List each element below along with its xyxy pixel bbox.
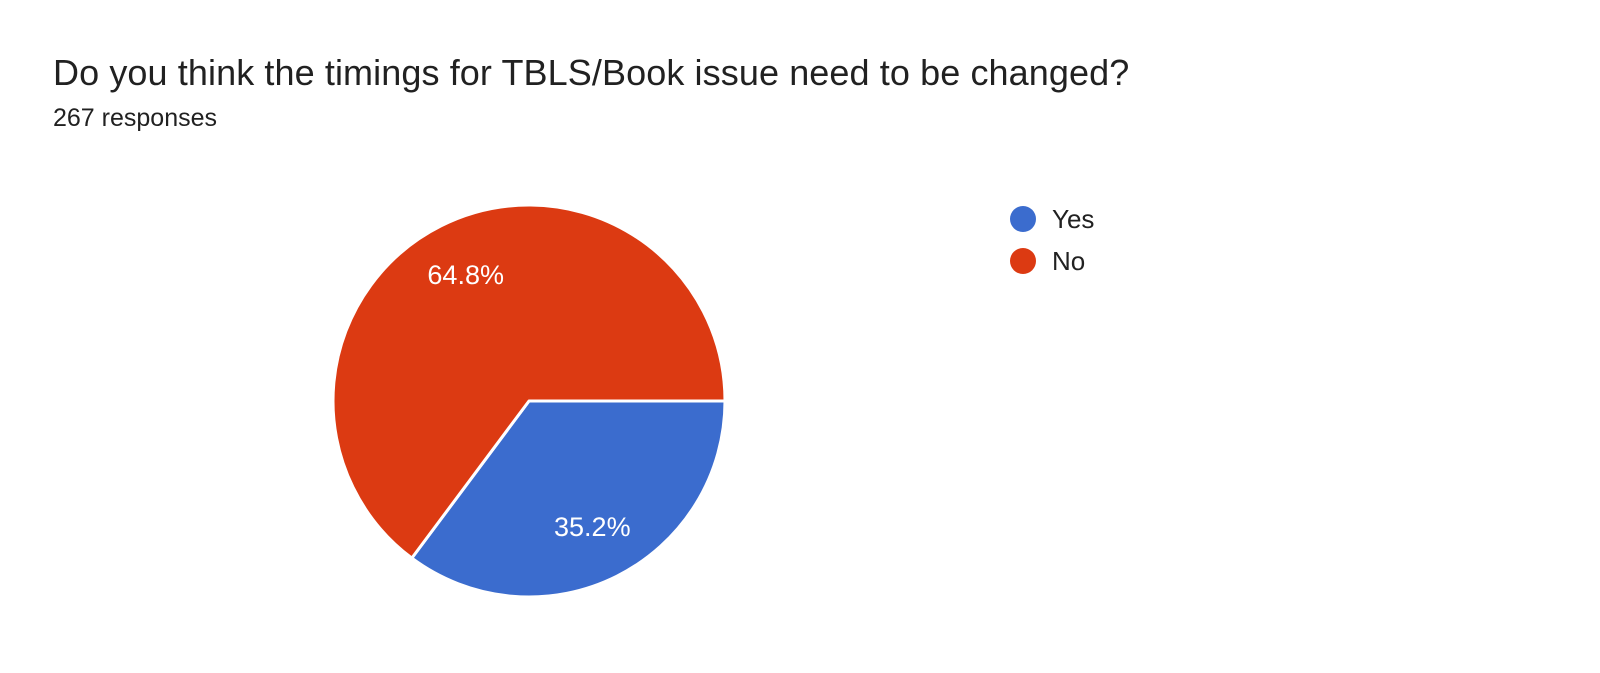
pie-slice-label-yes: 35.2% [554,512,631,542]
chart-title: Do you think the timings for TBLS/Book i… [53,52,1130,93]
pie-slice-label-no: 64.8% [427,260,504,290]
pie-slice-yes [410,399,727,599]
legend-swatch-yes-icon [1010,206,1036,232]
legend-label-no: No [1052,246,1086,276]
chart-legend: Yes No [1010,198,1094,282]
legend-label-yes: Yes [1052,204,1095,234]
pie-chart-area: 35.2% 64.8% [329,201,729,601]
pie-chart: 35.2% 64.8% [331,203,727,599]
legend-item-no: No [1010,240,1094,282]
pie-slice-no [331,203,727,560]
legend-swatch-no-icon [1010,248,1036,274]
legend-item-yes: Yes [1010,198,1094,240]
responses-count: 267 responses [53,104,218,132]
